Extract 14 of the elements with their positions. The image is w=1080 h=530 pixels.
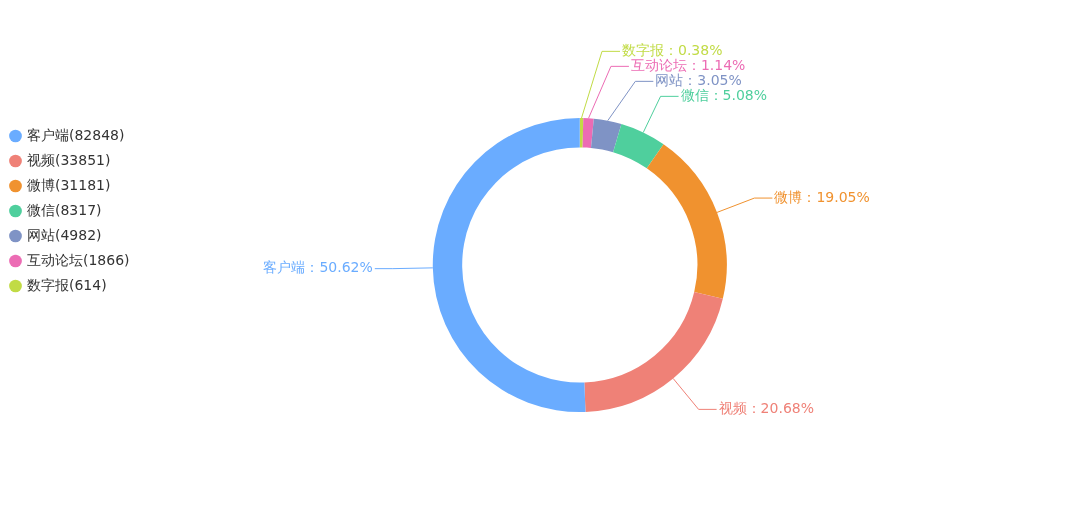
legend-label: 网站(4982) xyxy=(27,226,102,243)
data-label: 数字报：0.38% xyxy=(622,41,723,58)
data-label: 网站：3.05% xyxy=(655,71,742,88)
data-label: 客户端：50.62% xyxy=(263,259,373,276)
legend-label: 数字报(614) xyxy=(27,276,107,293)
data-label: 互动论坛：1.14% xyxy=(630,56,746,73)
legend-label: 客户端(82848) xyxy=(27,126,125,143)
data-label: 视频：20.68% xyxy=(718,400,814,417)
legend-label: 微博(31181) xyxy=(27,176,111,193)
legend-label: 微信(8317) xyxy=(27,201,102,218)
legend-label: 互动论坛(1866) xyxy=(27,251,130,268)
data-label: 微博：19.05% xyxy=(774,188,870,205)
legend-label: 视频(33851) xyxy=(27,151,111,168)
data-label: 微信：5.08% xyxy=(680,86,768,103)
